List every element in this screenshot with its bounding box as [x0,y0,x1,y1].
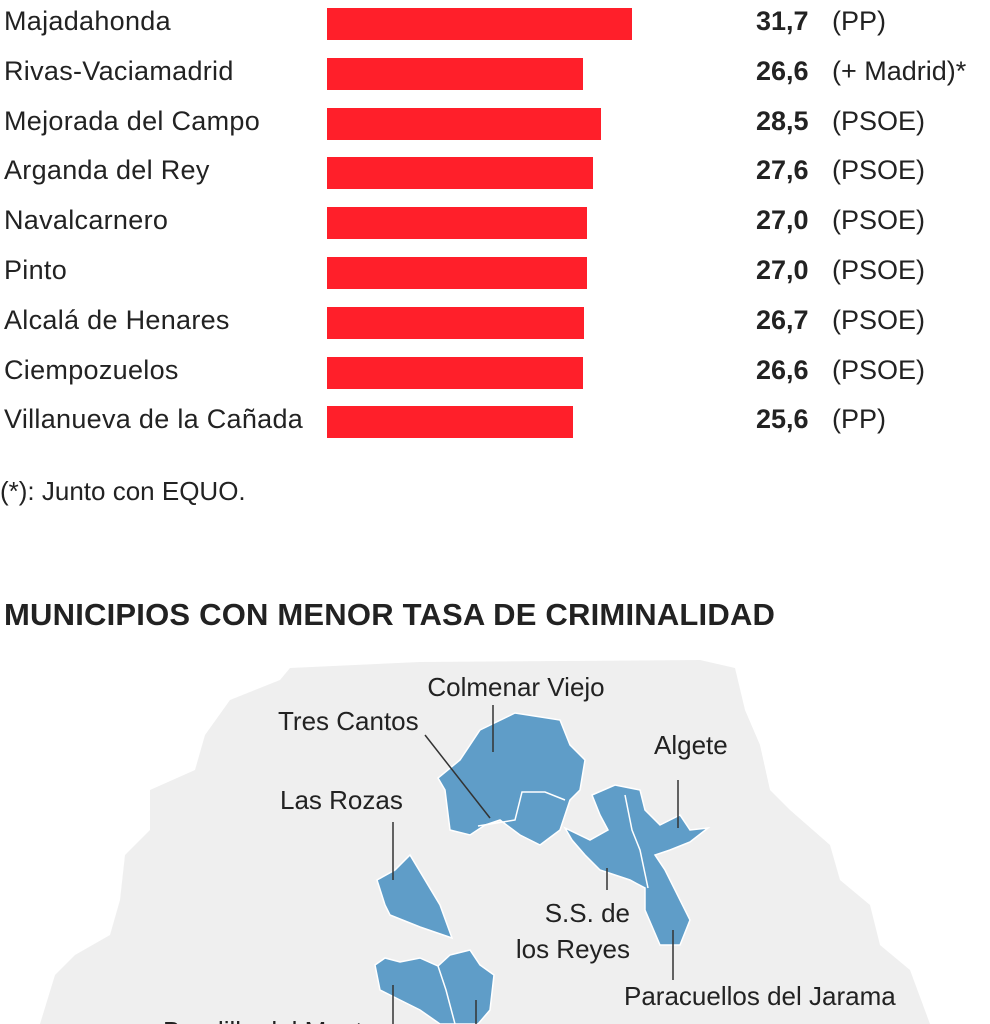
label-ss-reyes-2: los Reyes [516,934,630,964]
region-border [624,794,649,889]
bar [327,406,574,439]
category-label: Arganda del Rey [4,155,210,186]
party-label: (PSOE) [832,304,926,335]
label-paracuellos: Paracuellos del Jarama [624,981,896,1011]
label-tres-cantos: Tres Cantos [278,706,419,736]
bar [327,8,632,40]
bar-row: Pinto 27,0 (PSOE) [0,249,990,299]
party-label: (PSOE) [832,155,926,186]
bar-row: Rivas-Vaciamadrid 26,6 (+ Madrid)* [0,50,990,100]
value-label: 27,6 [756,155,809,186]
party-label: (PSOE) [832,105,926,136]
value-label: 27,0 [756,205,809,236]
bar-row: Arganda del Rey 27,6 (PSOE) [0,149,990,199]
category-label: Majadahonda [4,6,171,36]
value-label: 28,5 [756,105,809,136]
party-label: (PP) [832,6,886,36]
bar-row: Ciempozuelos 26,6 (PSOE) [0,349,990,399]
value-label: 25,6 [756,404,809,435]
bar [327,107,602,140]
party-label: (PP) [832,404,886,435]
bar [327,257,587,289]
region-las-rozas [376,853,454,940]
region-border [437,965,456,1024]
region-colmenar-tres-cantos [437,712,586,846]
label-colmenar: Colmenar Viejo [427,672,604,702]
bar [327,157,593,190]
party-label: (+ Madrid)* [832,55,967,86]
label-algete: Algete [654,730,728,760]
category-label: Rivas-Vaciamadrid [4,55,234,86]
category-label: Navalcarnero [4,205,169,236]
bar [327,207,587,240]
value-label: 27,0 [756,255,809,285]
region-boadilla-majadahonda [374,949,495,1024]
bar-row: Navalcarnero 27,0 (PSOE) [0,199,990,249]
party-label: (PSOE) [832,255,926,285]
label-las-rozas: Las Rozas [280,785,403,815]
footnote: (*): Junto con EQUO. [0,476,246,506]
value-label: 31,7 [756,6,809,36]
bar-row: Mejorada del Campo 28,5 (PSOE) [0,100,990,150]
map-heading: MUNICIPIOS CON MENOR TASA DE CRIMINALIDA… [4,597,776,632]
value-label: 26,7 [756,304,809,335]
party-label: (PSOE) [832,205,926,236]
bar-row: Alcalá de Henares 26,7 (PSOE) [0,299,990,349]
map-background [40,660,930,1024]
category-label: Villanueva de la Cañada [4,404,304,435]
party-label: (PSOE) [832,354,926,385]
bar [327,57,583,90]
bar-row: Majadahonda 31,7 (PP) [0,0,990,50]
label-boadilla: Boadilla del Monte [163,1016,377,1024]
bar [327,306,584,339]
label-ss-reyes-1: S.S. de [545,898,630,928]
category-label: Alcalá de Henares [4,304,230,335]
category-label: Pinto [4,255,68,285]
leader-tres-cantos [424,734,491,819]
bar [327,356,583,389]
bar-row: Villanueva de la Cañada 25,6 (PP) [0,398,990,448]
category-label: Ciempozuelos [4,354,179,385]
region-border [477,791,566,827]
category-label: Mejorada del Campo [4,105,261,136]
value-label: 26,6 [756,55,809,86]
value-label: 26,6 [756,354,809,385]
region-algete-ssreyes-paracuellos [563,784,711,946]
